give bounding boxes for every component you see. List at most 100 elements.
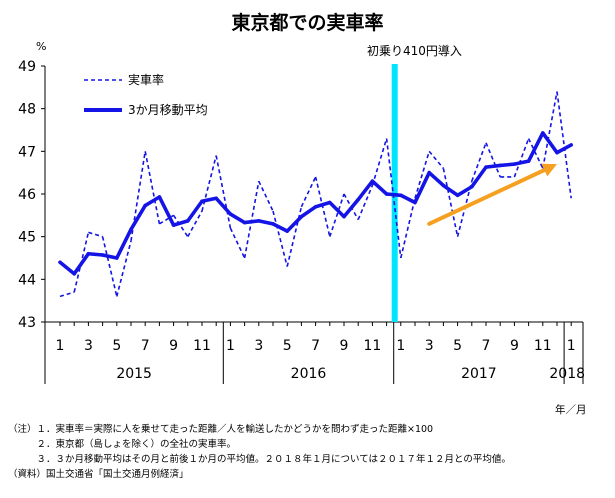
- legend-dashed-label: 実車率: [128, 72, 164, 87]
- rate-segment: [314, 176, 331, 237]
- moving-average-segment: [540, 131, 559, 155]
- event-label: 初乗り410円導入: [367, 44, 462, 58]
- x-tick-label: 9: [510, 338, 519, 354]
- moving-average-segment: [384, 192, 403, 198]
- footnote-2: ２．東京都（島しょを除く）の全社の実車率。: [8, 439, 237, 450]
- moving-average-segment: [313, 200, 332, 209]
- moving-average-segment: [100, 253, 119, 260]
- rate-segment: [286, 206, 303, 267]
- rate-segment: [215, 155, 232, 229]
- y-tick-label: 45: [18, 230, 36, 246]
- rate-segment: [400, 198, 416, 259]
- rate-segment: [116, 240, 132, 297]
- y-tick-label: 47: [18, 144, 36, 160]
- rate-segment: [542, 91, 558, 169]
- rate-segment: [201, 155, 217, 212]
- moving-average-segment: [398, 193, 417, 205]
- moving-average-segment: [356, 179, 375, 202]
- rate-segment: [88, 231, 103, 238]
- rate-segment: [243, 181, 260, 259]
- x-tick-label: 1: [396, 338, 405, 354]
- rate-segment: [442, 168, 459, 237]
- rate-segment: [513, 138, 530, 178]
- y-axis-unit: %: [36, 40, 47, 53]
- moving-average-segment: [157, 195, 176, 227]
- moving-average-segment: [186, 199, 204, 223]
- rate-segment: [144, 151, 161, 225]
- x-tick-label: 9: [169, 338, 178, 354]
- trend-arrow-head: [541, 163, 557, 177]
- rate-segment: [300, 176, 317, 208]
- moving-average-segment: [256, 219, 275, 226]
- x-tick-label: 1: [56, 338, 65, 354]
- trend-arrow-shaft: [427, 168, 547, 226]
- x-axis-unit: 年／月: [555, 404, 587, 416]
- moving-average-segment: [413, 170, 432, 205]
- moving-average-segment: [214, 196, 233, 216]
- moving-average-segment: [427, 170, 446, 188]
- moving-average-segment: [299, 205, 318, 219]
- moving-average-segment: [512, 159, 531, 166]
- x-tick-label: 5: [453, 338, 462, 354]
- moving-average-segment: [469, 165, 488, 189]
- rate-segment: [59, 291, 75, 298]
- moving-average-segment: [484, 163, 503, 169]
- footnote-source: （資料）国土交通省「国土交通月例経済」: [8, 469, 189, 480]
- x-tick-label: 3: [425, 338, 434, 354]
- x-tick-label: 1: [226, 338, 235, 354]
- moving-average-segment: [115, 227, 133, 260]
- moving-average-segment: [441, 183, 460, 198]
- year-label: 2016: [291, 366, 327, 382]
- rate-segment: [527, 138, 544, 169]
- year-label: 2017: [461, 366, 497, 382]
- moving-average-segment: [228, 212, 247, 225]
- legend-solid-label: 3か月移動平均: [128, 103, 208, 117]
- rate-segment: [414, 151, 430, 199]
- footnotes: （注）１．実車率＝実際に人を乗せて走った距離／人を輸送したかどうかを問わず走った…: [8, 422, 511, 482]
- rate-segment: [385, 138, 402, 259]
- moving-average-segment: [370, 179, 389, 196]
- moving-average-segment: [242, 219, 261, 225]
- rate-segment: [485, 142, 501, 178]
- x-tick-label: 11: [363, 338, 381, 354]
- x-tick-label: 7: [311, 338, 320, 354]
- footnote-1: （注）１．実車率＝実際に人を乗せて走った距離／人を輸送したかどうかを問わず走った…: [8, 424, 434, 435]
- rate-segment: [428, 150, 445, 169]
- moving-average-segment: [285, 214, 304, 233]
- y-tick-label: 44: [18, 272, 36, 288]
- moving-average-segment: [342, 197, 361, 219]
- rate-segment: [371, 138, 388, 186]
- x-tick-label: 11: [534, 338, 552, 354]
- y-tick-label: 48: [18, 102, 36, 118]
- y-tick-label: 49: [18, 59, 36, 75]
- x-tick-label: 9: [340, 338, 349, 354]
- x-tick-label: 7: [482, 338, 491, 354]
- chart-title: 東京都での実車率: [231, 12, 384, 34]
- rate-segment: [329, 193, 345, 237]
- rate-segment: [357, 185, 374, 220]
- y-tick-label: 46: [18, 187, 36, 203]
- series-moving-average: [58, 131, 574, 276]
- year-label: 2015: [116, 366, 152, 382]
- moving-average-segment: [86, 251, 105, 257]
- x-tick-label: 7: [141, 338, 150, 354]
- x-tick-label: 11: [193, 338, 211, 354]
- x-tick-label: 5: [283, 338, 292, 354]
- moving-average-segment: [455, 184, 474, 198]
- footnote-3: ３．３か月移動平均はその月と前後１か月の平均値。２０１８年１月については２０１７…: [8, 454, 511, 465]
- moving-average-segment: [498, 162, 517, 168]
- rate-segment: [272, 210, 288, 267]
- moving-average-segment: [58, 260, 76, 276]
- rate-segment: [101, 236, 118, 297]
- rate-segment: [158, 214, 175, 225]
- moving-average-segment: [327, 200, 346, 219]
- moving-average-segment: [271, 222, 290, 233]
- moving-average-segment: [129, 203, 147, 232]
- rate-segment: [172, 214, 189, 238]
- year-label: 2018: [549, 366, 585, 382]
- x-tick-label: 3: [254, 338, 263, 354]
- moving-average-segment: [143, 195, 162, 208]
- moving-average-segment: [555, 143, 574, 155]
- x-tick-label: 1: [567, 338, 576, 354]
